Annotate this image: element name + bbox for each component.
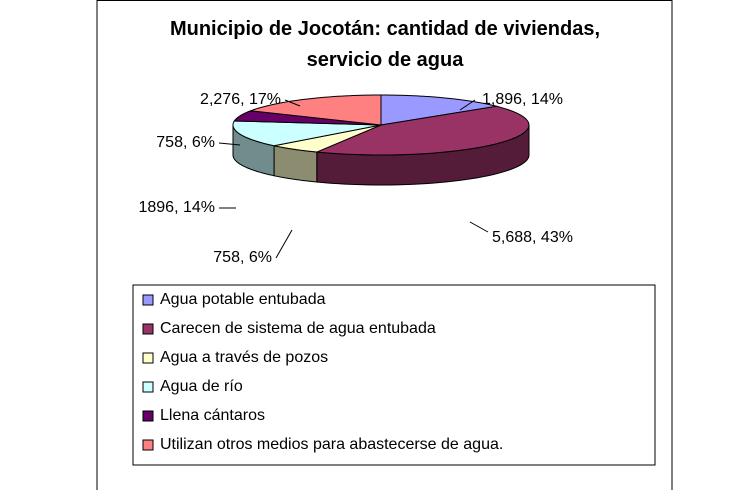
data-label: 758, 6% xyxy=(213,249,272,266)
data-label: 1,896, 14% xyxy=(482,91,563,108)
leader-line xyxy=(459,99,476,111)
legend-swatch xyxy=(142,381,154,393)
leader-line xyxy=(218,142,241,146)
data-label: 758, 6% xyxy=(156,134,215,151)
legend-label: Carecen de sistema de agua entubada xyxy=(160,320,436,337)
legend-label: Llena cántaros xyxy=(160,407,265,424)
legend-swatch xyxy=(142,352,154,364)
legend-swatch xyxy=(142,323,154,335)
legend-label: Agua a través de pozos xyxy=(160,349,328,366)
legend-box xyxy=(132,284,656,466)
leader-line xyxy=(469,221,489,233)
legend-swatch xyxy=(142,410,154,422)
legend-label: Agua de río xyxy=(160,378,243,395)
slice xyxy=(250,94,382,126)
data-label: 2,276, 17% xyxy=(200,91,281,108)
slice xyxy=(316,105,530,156)
leader-line xyxy=(284,99,301,107)
legend-swatch xyxy=(142,439,154,451)
slice xyxy=(273,124,382,153)
leader-line xyxy=(275,229,293,259)
data-label: 5,688, 43% xyxy=(492,229,573,246)
slice xyxy=(232,120,382,147)
legend-label: Utilizan otros medios para abastecerse d… xyxy=(160,436,503,453)
legend-swatch xyxy=(142,294,154,306)
legend-label: Agua potable entubada xyxy=(160,291,326,308)
slice xyxy=(380,94,497,126)
chart-title: Municipio de Jocotán: cantidad de vivien… xyxy=(170,18,600,71)
data-label: 1896, 14% xyxy=(138,199,215,216)
